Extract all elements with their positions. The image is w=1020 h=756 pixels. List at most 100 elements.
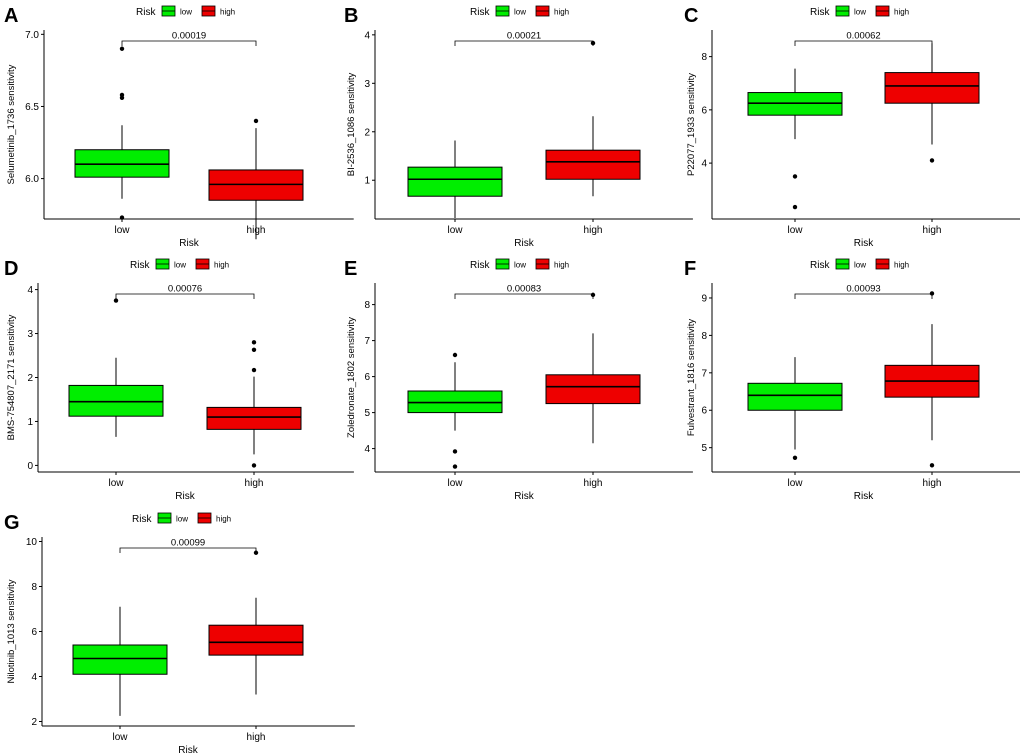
legend-label-high: high (554, 261, 569, 270)
outlier-point (452, 449, 458, 454)
x-tick-label: low (447, 478, 463, 489)
panel-b: B Risk low high 1 2 3 4 BI-2536_1086 sensitivity… (344, 5, 693, 249)
outlier-point (251, 340, 257, 345)
panel-label: D (4, 258, 18, 280)
box-low (72, 606, 168, 716)
panel-f: F Risk low high 5 6 7 8 9 Fulvestrant_1816 sensit… (684, 258, 1020, 502)
y-tick-label: 1 (364, 176, 370, 187)
y-tick-label: 9 (701, 293, 707, 304)
legend-label-high: high (220, 8, 235, 17)
y-axis-label: Nilotinib_1013 sensitivity (6, 579, 17, 683)
p-value-label: 0.00093 (846, 284, 880, 295)
panel-d: D Risk low high 0 1 2 3 4 BMS-754807_2171 sensiti… (4, 258, 354, 502)
box-body (747, 382, 843, 411)
y-tick-label: 4 (364, 30, 370, 41)
significance-bracket (794, 293, 933, 299)
x-axis-label: Risk (854, 491, 874, 502)
box-low (747, 357, 843, 460)
box-high (884, 43, 980, 163)
panel-label: C (684, 5, 698, 27)
box-high (208, 118, 304, 240)
legend-title: Risk (470, 260, 490, 271)
box-low (747, 68, 843, 210)
panel-g: G Risk low high 2 4 6 8 10 Nilotinib_1013 sensiti… (4, 512, 355, 756)
significance-bracket (115, 293, 255, 299)
outlier-point (113, 298, 119, 303)
box-high (545, 292, 641, 444)
y-tick-label: 1 (27, 417, 33, 428)
significance-bracket (121, 40, 257, 46)
box-low (407, 140, 503, 219)
x-axis-label: Risk (514, 238, 534, 249)
x-axis-label: Risk (178, 745, 198, 756)
y-tick-label: 2 (31, 717, 37, 728)
legend-label-low: low (180, 8, 192, 17)
box-high (545, 40, 641, 197)
legend-label-low: low (174, 261, 186, 270)
y-axis-label: BI-2536_1086 sensitivity (346, 73, 357, 177)
p-value-label: 0.00083 (507, 284, 541, 295)
p-value-label: 0.00076 (168, 284, 202, 295)
p-value-label: 0.00062 (846, 31, 880, 42)
box-body (72, 644, 168, 675)
outlier-point (792, 174, 798, 179)
y-axis-label: P22077_1933 sensitivity (686, 73, 697, 176)
x-tick-label: low (787, 478, 803, 489)
panel-label: A (4, 5, 18, 27)
y-tick-label: 10 (26, 537, 38, 548)
y-tick-label: 5 (701, 443, 707, 454)
outlier-point (251, 463, 257, 468)
y-tick-label: 8 (364, 300, 370, 311)
x-tick-label: high (584, 478, 603, 489)
y-tick-label: 6.0 (25, 174, 39, 185)
outlier-point (119, 215, 125, 220)
outlier-point (929, 158, 935, 163)
box-body (545, 149, 641, 180)
legend-label-high: high (214, 261, 229, 270)
significance-bracket (794, 40, 933, 46)
panel-e: E Risk low high 4 5 6 7 8 Zoledronate_1802 sensit… (344, 258, 693, 502)
box-body (68, 384, 164, 417)
x-tick-label: high (584, 225, 603, 236)
x-tick-label: high (923, 225, 942, 236)
box-body (206, 406, 302, 430)
legend-title: Risk (810, 7, 830, 18)
legend-title: Risk (132, 514, 152, 525)
y-tick-label: 4 (364, 444, 370, 455)
panel-c: C Risk low high 4 6 8 P22077_1933 sensitivity lo… (684, 5, 1020, 249)
legend-label-low: low (514, 8, 526, 17)
outlier-point (792, 455, 798, 460)
box-low (407, 352, 503, 469)
y-tick-label: 6 (31, 627, 37, 638)
y-tick-label: 7 (701, 368, 707, 379)
y-tick-label: 6 (364, 372, 370, 383)
y-tick-label: 7.0 (25, 30, 39, 41)
legend-label-high: high (894, 8, 909, 17)
box-body (884, 72, 980, 104)
box-high (884, 291, 980, 468)
x-axis-label: Risk (514, 491, 534, 502)
x-tick-label: low (108, 478, 124, 489)
x-axis-label: Risk (854, 238, 874, 249)
panel-label: F (684, 258, 696, 280)
y-axis-label: Fulvestrant_1816 sensitivity (686, 319, 697, 436)
y-tick-label: 6 (701, 105, 707, 116)
box-high (206, 340, 302, 468)
significance-bracket (454, 293, 594, 299)
outlier-point (119, 46, 125, 51)
panel-label: B (344, 5, 358, 27)
legend-label-low: low (854, 8, 866, 17)
legend-label-low: low (854, 261, 866, 270)
y-tick-label: 4 (701, 159, 707, 170)
x-tick-label: high (923, 478, 942, 489)
legend-title: Risk (130, 260, 150, 271)
p-value-label: 0.00021 (507, 31, 541, 42)
outlier-point (929, 463, 935, 468)
y-tick-label: 3 (27, 329, 33, 340)
y-tick-label: 7 (364, 336, 370, 347)
x-axis-label: Risk (179, 238, 199, 249)
panel-label: G (4, 512, 20, 534)
box-low (68, 298, 164, 437)
outlier-point (452, 464, 458, 469)
